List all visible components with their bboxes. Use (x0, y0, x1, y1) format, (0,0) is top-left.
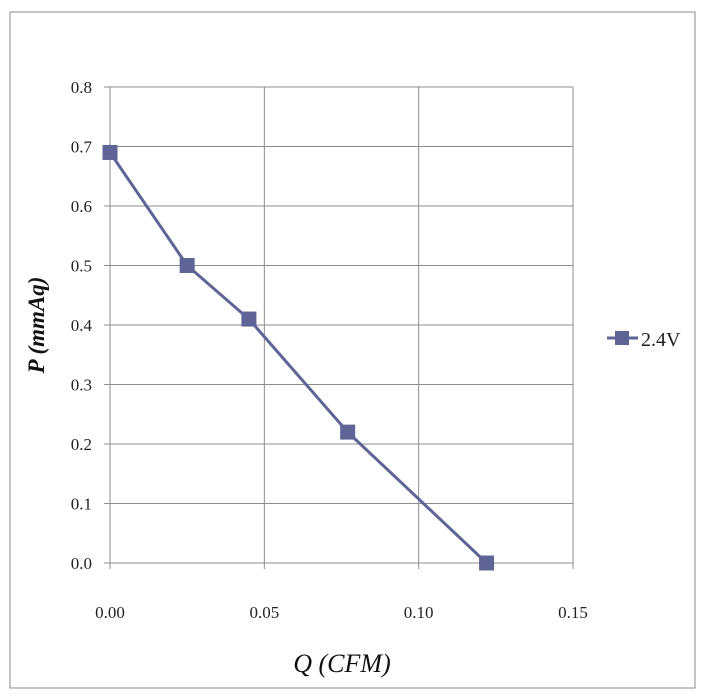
x-tick-label: 0.15 (558, 603, 588, 622)
data-point-marker (340, 424, 356, 440)
x-tick-label: 0.00 (95, 603, 125, 622)
x-tick-label: 0.10 (404, 603, 434, 622)
data-point-marker (479, 555, 495, 571)
y-axis-title: P (mmAq) (24, 277, 49, 375)
y-tick-label: 0.7 (71, 138, 93, 157)
data-point-marker (102, 144, 118, 160)
tick-labels: 0.0 0.1 0.2 0.3 0.4 0.5 0.6 0.7 0.8 0.00 0.05 0.10 0… (71, 78, 588, 622)
legend: 2.4V (607, 329, 681, 351)
legend-label: 2.4V (641, 329, 681, 351)
axes (104, 86, 574, 569)
data-point-marker (241, 311, 257, 327)
y-tick-label: 0.6 (71, 197, 92, 216)
chart-border (9, 11, 696, 689)
data-point-marker (179, 258, 195, 273)
x-axis-title: Q (CFM) (293, 649, 390, 678)
legend-marker (615, 331, 629, 345)
y-tick-label: 0.8 (71, 78, 92, 97)
y-tick-label: 0.4 (71, 316, 93, 335)
y-tick-label: 0.0 (71, 554, 92, 573)
y-tick-label: 0.1 (71, 495, 92, 514)
series (102, 144, 495, 571)
y-tick-label: 0.3 (71, 376, 92, 395)
y-tick-label: 0.5 (71, 257, 92, 276)
x-tick-label: 0.05 (249, 603, 279, 622)
y-tick-label: 0.2 (71, 435, 92, 454)
